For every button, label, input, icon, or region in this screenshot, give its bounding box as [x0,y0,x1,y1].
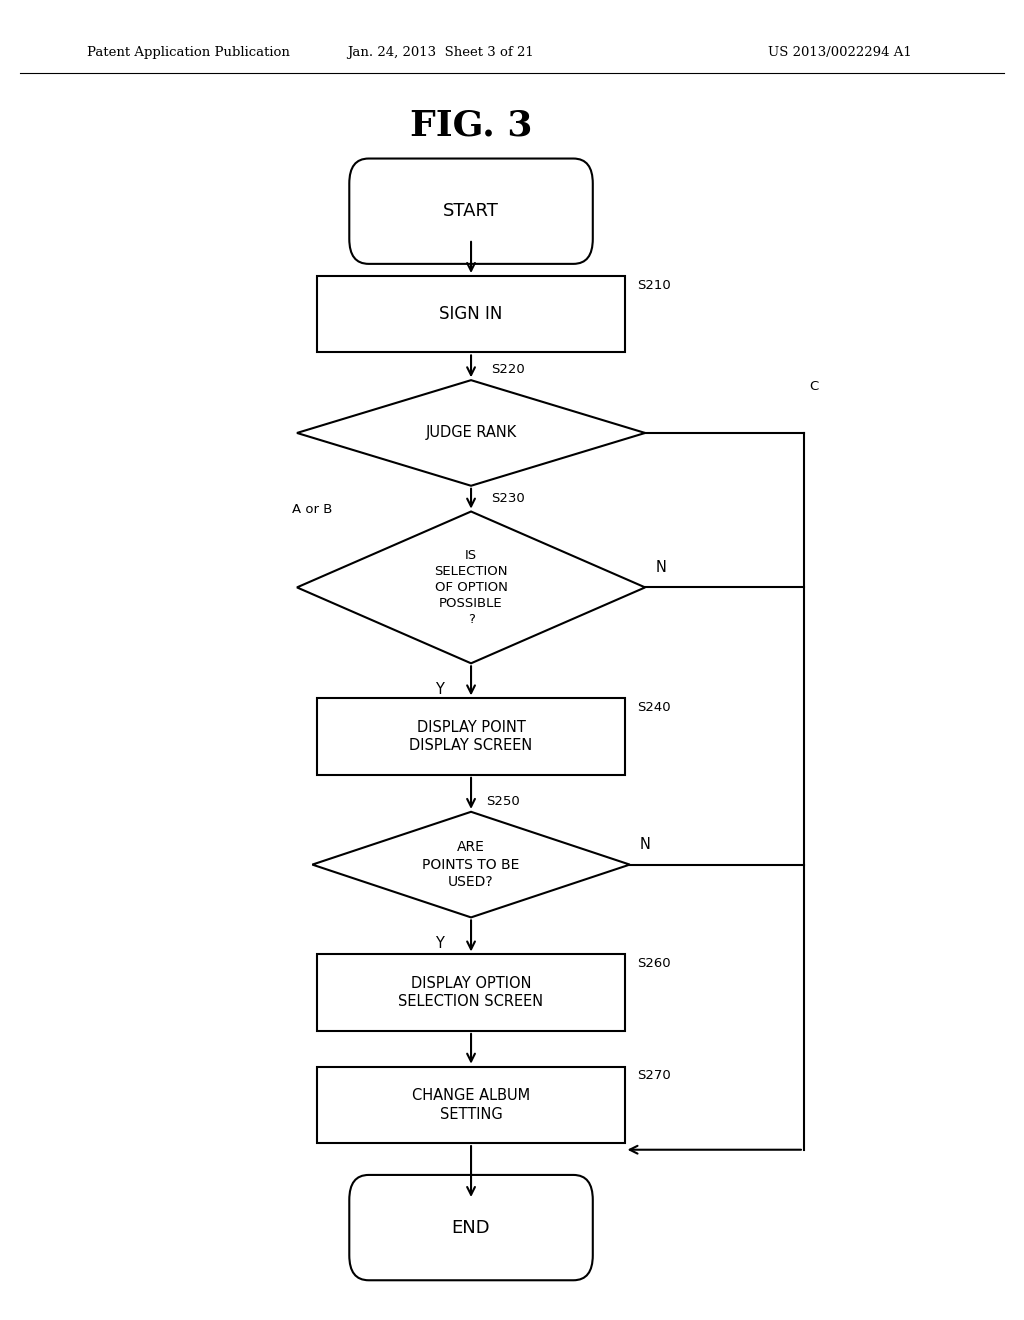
Text: ARE
POINTS TO BE
USED?: ARE POINTS TO BE USED? [422,841,520,888]
Text: Y: Y [435,682,444,697]
Polygon shape [297,380,645,486]
Text: DISPLAY POINT
DISPLAY SCREEN: DISPLAY POINT DISPLAY SCREEN [410,719,532,754]
FancyBboxPatch shape [349,1175,593,1280]
Bar [317,1067,625,1143]
Text: JUDGE RANK: JUDGE RANK [425,425,517,441]
Text: S240: S240 [637,701,671,714]
Text: S270: S270 [637,1069,671,1082]
FancyBboxPatch shape [349,158,593,264]
Text: CHANGE ALBUM
SETTING: CHANGE ALBUM SETTING [412,1088,530,1122]
Text: N: N [655,560,667,576]
Text: US 2013/0022294 A1: US 2013/0022294 A1 [768,46,911,59]
Text: A or B: A or B [292,503,332,516]
Text: C: C [809,380,818,393]
Bar [317,698,625,775]
Text: Patent Application Publication: Patent Application Publication [87,46,290,59]
Text: S230: S230 [492,492,525,504]
Text: FIG. 3: FIG. 3 [410,108,532,143]
Text: START: START [443,202,499,220]
Text: SIGN IN: SIGN IN [439,305,503,323]
Text: Jan. 24, 2013  Sheet 3 of 21: Jan. 24, 2013 Sheet 3 of 21 [347,46,534,59]
Text: Y: Y [435,936,444,952]
Text: S260: S260 [637,957,671,970]
Text: DISPLAY OPTION
SELECTION SCREEN: DISPLAY OPTION SELECTION SCREEN [398,975,544,1010]
Text: IS
SELECTION
OF OPTION
POSSIBLE
?: IS SELECTION OF OPTION POSSIBLE ? [434,549,508,626]
Polygon shape [297,511,645,663]
Text: S250: S250 [486,795,520,808]
Text: S220: S220 [492,363,525,376]
Text: N: N [640,837,651,853]
Text: S210: S210 [637,279,671,292]
Bar [317,276,625,352]
Polygon shape [312,812,630,917]
Text: END: END [452,1218,490,1237]
Bar [317,954,625,1031]
